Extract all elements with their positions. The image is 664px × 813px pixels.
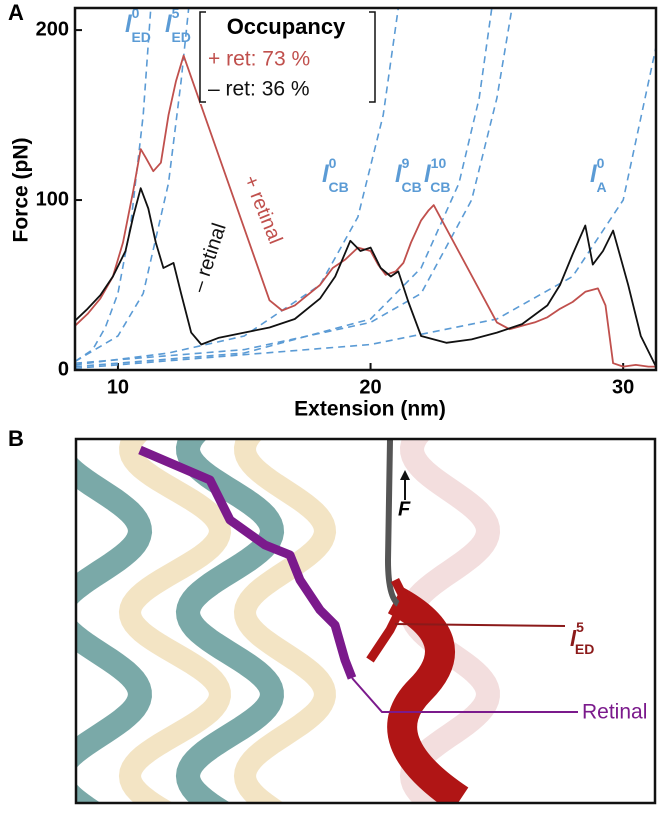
fit-curve <box>75 8 513 364</box>
frame <box>74 437 657 805</box>
legend-entry: – ret: 36 % <box>208 78 310 101</box>
series-label: – retinal <box>188 221 231 295</box>
residue <box>366 577 411 663</box>
sub: CB <box>328 179 348 195</box>
legend-entry: + ret: 73 % <box>208 48 310 71</box>
symbol: l <box>125 11 133 38</box>
pointer <box>394 623 566 627</box>
sub: CB <box>430 179 450 195</box>
sup: 9 <box>402 155 410 171</box>
symbol: l <box>424 161 432 188</box>
symbol: l <box>165 11 173 38</box>
symbol: l <box>590 161 598 188</box>
y-tick-label: 200 <box>36 18 69 40</box>
pointer <box>351 677 578 713</box>
sup: 5 <box>172 5 180 21</box>
sub: CB <box>401 179 421 195</box>
structure <box>77 440 501 802</box>
sup: 10 <box>431 155 447 171</box>
helix <box>233 440 337 802</box>
axes-frame <box>73 6 658 372</box>
fit-curve <box>75 46 656 370</box>
sup: 0 <box>329 155 337 171</box>
panel-label: A <box>8 0 24 25</box>
legend-bg <box>200 10 375 104</box>
y-axis-label: Force (pN) <box>10 138 33 243</box>
x-tick-label: 30 <box>612 376 634 398</box>
symbol: l <box>395 161 403 188</box>
sup: 0 <box>597 155 605 171</box>
helix <box>387 586 469 802</box>
retinal <box>138 445 357 680</box>
fit-label: l0 CB <box>322 155 349 195</box>
y-tick-label: 0 <box>58 358 69 380</box>
force-label: F <box>398 498 411 520</box>
sub: ED <box>131 29 150 45</box>
helix-label: l5 ED <box>570 619 594 657</box>
retinal-label: Retinal <box>582 701 647 724</box>
x-axis-label: Extension (nm) <box>294 398 446 421</box>
fit-curve <box>75 8 400 366</box>
panel-label: B <box>8 426 24 451</box>
fit-label: l0 ED <box>125 5 151 45</box>
linker <box>384 440 402 608</box>
fit-label: l9 CB <box>395 155 422 195</box>
sup: 0 <box>132 5 140 21</box>
sub: A <box>596 179 606 195</box>
helix <box>77 440 153 802</box>
helix <box>118 440 232 802</box>
x-tick-label: 20 <box>359 376 381 398</box>
y-tick-label: 100 <box>36 188 69 210</box>
helix <box>175 440 285 802</box>
arrow-head <box>400 470 410 480</box>
fit-label: l5 ED <box>165 5 191 45</box>
x-tick-label: 10 <box>107 376 129 398</box>
sub: ED <box>171 29 190 45</box>
trace <box>75 187 656 368</box>
fit-curve <box>75 8 493 368</box>
fit-curve <box>75 8 152 363</box>
fit-curve <box>75 8 190 363</box>
legend-title: Occupancy <box>227 14 346 39</box>
plot-area <box>75 8 656 370</box>
symbol: l <box>322 161 330 188</box>
fit-label: l0 A <box>590 155 607 195</box>
fit-label: l10 CB <box>424 155 450 195</box>
legend-bracket <box>199 11 376 103</box>
